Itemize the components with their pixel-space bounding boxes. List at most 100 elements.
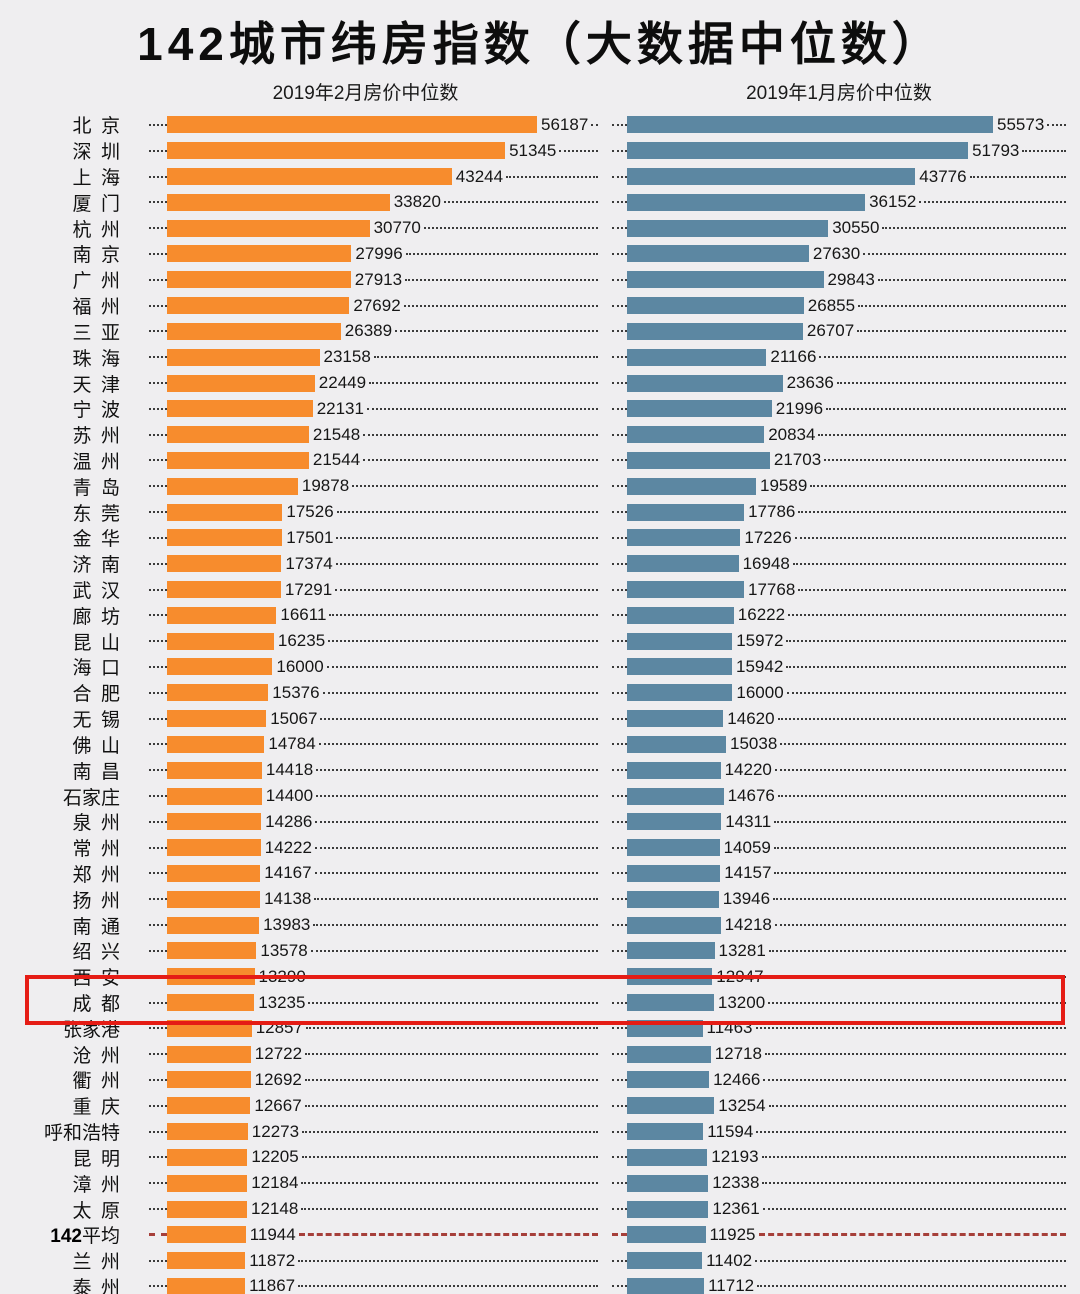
table-row: 广 州 27913 29843 — [0, 267, 1080, 293]
feb-panel: 56187 — [120, 115, 601, 135]
city-label: 泰 州 — [72, 1277, 120, 1294]
leader-dots — [149, 1259, 167, 1262]
city-label: 杭 州 — [72, 219, 120, 241]
leader-dots — [301, 1156, 598, 1159]
jan-bar — [627, 890, 719, 908]
feb-panel: 14167 — [120, 863, 601, 883]
leader-dots — [612, 872, 627, 875]
jan-value: 16222 — [737, 605, 786, 625]
feb-bar — [167, 942, 257, 960]
jan-panel: 14311 — [610, 812, 1069, 832]
feb-value: 12184 — [251, 1173, 299, 1193]
jan-value: 13200 — [717, 992, 766, 1012]
table-row: 西 安 13290 12947 — [0, 964, 1080, 990]
table-row: 北 京 56187 55573 — [0, 112, 1080, 138]
table-row: 厦 门 33820 36152 — [0, 189, 1080, 215]
feb-bar — [167, 916, 260, 934]
leader-dots — [315, 820, 598, 823]
jan-panel: 12193 — [610, 1147, 1069, 1167]
jan-value: 14218 — [724, 915, 772, 935]
feb-panel: 13290 — [120, 967, 601, 987]
jan-panel: 17768 — [610, 580, 1069, 600]
leader-dots — [313, 924, 598, 927]
feb-bar — [167, 735, 265, 753]
jan-panel: 13946 — [610, 889, 1069, 909]
feb-value: 13983 — [263, 915, 311, 935]
jan-bar — [627, 606, 734, 624]
feb-bar — [167, 555, 282, 573]
table-row: 温 州 21544 21703 — [0, 448, 1080, 474]
feb-value: 16000 — [276, 656, 324, 676]
leader-dots — [559, 149, 598, 152]
jan-panel: 13200 — [610, 993, 1069, 1013]
city-label: 上 海 — [72, 168, 120, 190]
leader-dots — [149, 459, 167, 462]
jan-bar — [627, 1045, 711, 1063]
leader-dots — [612, 1078, 627, 1081]
feb-bar — [167, 451, 309, 469]
leader-dots — [612, 1208, 627, 1211]
city-label: 兰 州 — [72, 1252, 120, 1274]
leader-dots — [612, 1001, 627, 1004]
leader-dots — [310, 949, 598, 952]
feb-panel: 27913 — [120, 270, 601, 290]
jan-bar — [627, 1226, 706, 1244]
jan-bar — [627, 684, 733, 702]
leader-dots — [764, 1053, 1066, 1056]
leader-dots — [612, 1027, 627, 1030]
feb-panel: 23158 — [120, 347, 601, 367]
feb-value: 17291 — [284, 579, 333, 599]
leader-dots — [612, 330, 627, 333]
leader-dots — [612, 175, 627, 178]
leader-dots — [308, 975, 598, 978]
jan-value: 15942 — [736, 656, 784, 676]
jan-bar — [627, 348, 767, 366]
leader-dots — [149, 1285, 167, 1288]
feb-panel: 43244 — [120, 167, 601, 187]
jan-bar — [627, 142, 969, 160]
jan-bar — [627, 219, 829, 237]
jan-value: 12361 — [712, 1199, 760, 1219]
jan-panel: 15942 — [610, 657, 1069, 677]
feb-value: 12667 — [254, 1095, 302, 1115]
jan-panel: 16948 — [610, 554, 1069, 574]
city-label: 南 通 — [72, 916, 120, 938]
leader-dots — [818, 433, 1066, 436]
jan-bar — [627, 503, 745, 521]
leader-dots — [612, 820, 627, 823]
leader-dots — [149, 1208, 167, 1211]
jan-panel: 16222 — [610, 605, 1069, 625]
feb-panel: 21544 — [120, 450, 601, 470]
table-row: 太 原 12148 12361 — [0, 1196, 1080, 1222]
leader-dots — [149, 536, 167, 539]
leader-dots — [612, 588, 627, 591]
feb-bar — [167, 1148, 248, 1166]
city-label: 福 州 — [72, 297, 120, 319]
leader-dots — [149, 511, 167, 514]
jan-panel: 12361 — [610, 1199, 1069, 1219]
feb-value: 12148 — [251, 1199, 299, 1219]
leader-dots — [305, 1027, 598, 1030]
city-label: 常 州 — [72, 839, 120, 861]
feb-value: 11872 — [249, 1250, 296, 1270]
leader-dots — [149, 485, 167, 488]
leader-dots — [149, 1053, 167, 1056]
feb-bar — [167, 1200, 247, 1218]
feb-bar — [167, 1097, 251, 1115]
leader-dots — [836, 382, 1066, 385]
city-label: 西 安 — [72, 968, 120, 990]
feb-bar — [167, 813, 262, 831]
jan-panel: 11712 — [610, 1276, 1069, 1294]
jan-bar — [627, 864, 721, 882]
jan-value: 29843 — [827, 269, 875, 289]
feb-bar — [167, 1045, 251, 1063]
city-label: 珠 海 — [72, 348, 120, 370]
leader-dots — [149, 562, 167, 565]
feb-value: 19878 — [301, 476, 350, 496]
feb-bar — [167, 1123, 248, 1141]
leader-dots — [304, 1078, 598, 1081]
jan-bar — [627, 1277, 705, 1294]
leader-dots — [149, 1078, 167, 1081]
leader-dots — [612, 407, 627, 410]
city-label: 天 津 — [72, 374, 120, 396]
